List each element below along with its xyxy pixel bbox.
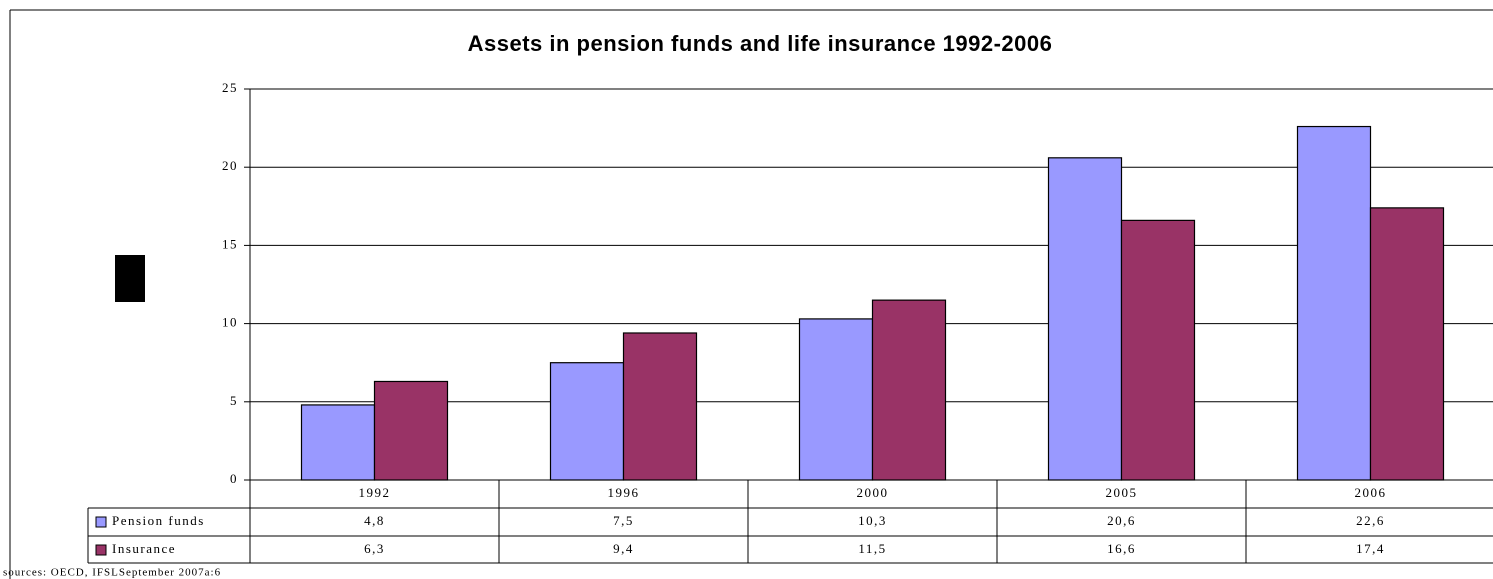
y-tick-label: 25 <box>222 80 238 95</box>
x-tick-label: 1996 <box>608 485 640 500</box>
table-value: 9,4 <box>613 541 634 556</box>
bar <box>1047 157 1123 481</box>
bar <box>1369 207 1445 481</box>
y-tick-label: 0 <box>230 471 238 486</box>
y-tick-label: 10 <box>222 315 238 330</box>
bar <box>622 332 698 481</box>
y-tick-label: 5 <box>230 393 238 408</box>
x-tick-label: 2005 <box>1106 485 1138 500</box>
source-note: sources: OECD, IFSLSeptember 2007a:6 <box>3 567 221 579</box>
table-value: 6,3 <box>364 541 385 556</box>
legend-swatch <box>95 544 107 556</box>
table-value: 22,6 <box>1356 513 1385 528</box>
bar <box>798 318 874 481</box>
bar <box>300 404 376 481</box>
bar <box>549 362 625 481</box>
table-value: 7,5 <box>613 513 634 528</box>
table-value: 16,6 <box>1107 541 1136 556</box>
y-tick-label: 20 <box>222 158 238 173</box>
bar <box>1296 125 1372 481</box>
bar <box>1120 219 1196 481</box>
table-value: 4,8 <box>364 513 385 528</box>
bar <box>373 380 449 481</box>
redacted-axis-label <box>115 255 145 302</box>
table-value: 11,5 <box>858 541 886 556</box>
legend-label: Insurance <box>112 541 176 556</box>
x-tick-label: 1992 <box>359 485 391 500</box>
x-tick-label: 2006 <box>1355 485 1387 500</box>
y-tick-label: 15 <box>222 236 238 251</box>
table-value: 17,4 <box>1356 541 1385 556</box>
chart-title: Assets in pension funds and life insuran… <box>468 31 1053 56</box>
bar <box>871 299 947 481</box>
table-value: 10,3 <box>858 513 887 528</box>
legend-label: Pension funds <box>112 513 205 528</box>
x-tick-label: 2000 <box>857 485 889 500</box>
table-value: 20,6 <box>1107 513 1136 528</box>
legend-swatch <box>95 516 107 528</box>
